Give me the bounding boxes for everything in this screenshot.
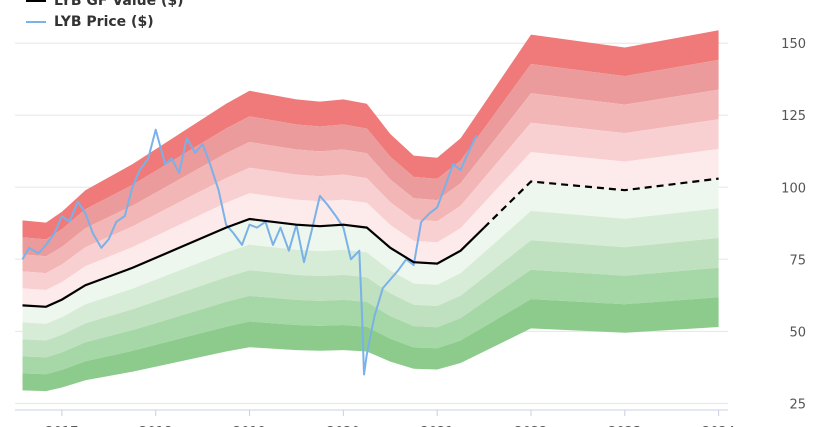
chart-legend: LYB GF Value ($) LYB Price ($) xyxy=(26,0,184,32)
x-tick-label-2020: 2020 xyxy=(327,425,360,427)
valuation-band-5 xyxy=(22,149,719,307)
valuation-band-4 xyxy=(22,119,719,290)
legend-label-price: LYB Price ($) xyxy=(54,13,154,30)
valuation-band-7 xyxy=(22,208,719,341)
gf-value-swatch-icon xyxy=(26,0,46,2)
valuation-band-8 xyxy=(22,238,719,358)
chart-lines xyxy=(21,128,719,376)
price-swatch-icon xyxy=(26,20,46,23)
valuation-band-3 xyxy=(22,89,719,274)
x-tick-label-2022: 2022 xyxy=(514,425,547,427)
x-tick-label-2023: 2023 xyxy=(608,425,641,427)
valuation-band-9 xyxy=(22,267,719,375)
valuation-band-1 xyxy=(22,30,719,240)
x-tick-label-2019: 2019 xyxy=(233,425,266,427)
y-tick-label-75: 75 xyxy=(789,253,806,268)
valuation-bands xyxy=(22,30,719,392)
valuation-band-10 xyxy=(22,297,719,392)
y-tick-label-25: 25 xyxy=(789,397,806,412)
gf-value-line xyxy=(22,217,485,308)
y-tick-label-150: 150 xyxy=(781,37,806,52)
legend-item-price: LYB Price ($) xyxy=(26,11,184,32)
y-axis: 25 50 75 100 125 150 xyxy=(781,37,806,412)
y-tick-label-100: 100 xyxy=(781,181,806,196)
valuation-band-6 xyxy=(22,178,719,324)
price-line xyxy=(21,128,478,376)
x-tick-label-2018: 2018 xyxy=(139,425,172,427)
x-tick-label-2024: 2024 xyxy=(702,425,735,427)
x-axis: 2017 2018 2019 2020 2021 2022 2023 2024 xyxy=(15,409,735,427)
valuation-band-2 xyxy=(22,59,719,257)
x-tick-label-2017: 2017 xyxy=(45,425,78,427)
y-tick-label-125: 125 xyxy=(781,109,806,124)
legend-item-gf-value: LYB GF Value ($) xyxy=(26,0,184,11)
legend-label-gf-value: LYB GF Value ($) xyxy=(54,0,184,9)
y-tick-label-50: 50 xyxy=(789,325,806,340)
gf-value-projected-line xyxy=(483,177,719,229)
x-tick-label-2021: 2021 xyxy=(421,425,454,427)
